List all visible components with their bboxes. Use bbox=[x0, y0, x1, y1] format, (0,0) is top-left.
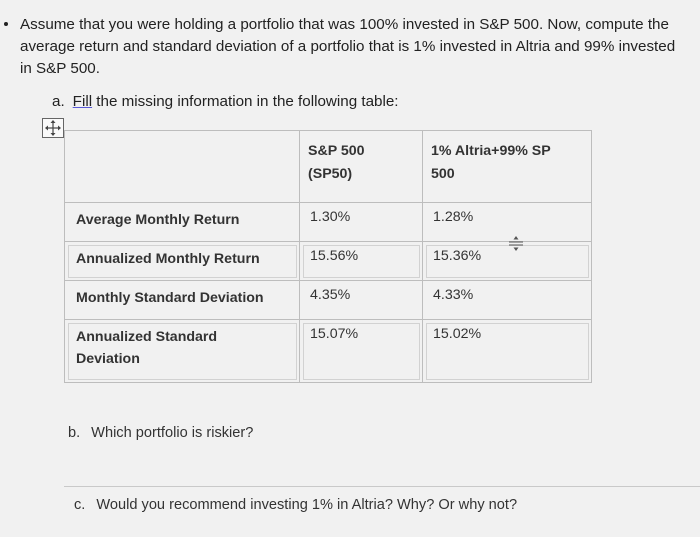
item-a-letter: a. bbox=[52, 93, 65, 110]
header-cell-sp500[interactable]: S&P 500 (SP50) bbox=[299, 130, 423, 203]
row-label[interactable]: Annualized Monthly Return bbox=[76, 251, 260, 267]
item-c: c. Would you recommend investing 1% in Al… bbox=[74, 497, 517, 513]
question-intro: Assume that you were holding a portfolio… bbox=[20, 16, 676, 77]
table-row: Monthly Standard Deviation 4.35% 4.33% bbox=[64, 280, 592, 320]
item-a-text: the missing information in the following… bbox=[92, 93, 399, 110]
item-a-underlined-word: Fill bbox=[72, 93, 93, 110]
table-row: Annualized Monthly Return 15.56% 15.36% bbox=[64, 241, 592, 281]
row-label[interactable]: Annualized Standard Deviation bbox=[65, 320, 299, 370]
divider bbox=[64, 486, 700, 487]
altria-mix-value[interactable]: 4.33% bbox=[433, 287, 474, 303]
item-c-letter: c. bbox=[74, 497, 86, 513]
header-cell-altria-mix[interactable]: 1% Altria+99% SP 500 bbox=[422, 130, 592, 203]
move-arrows-icon[interactable] bbox=[42, 118, 64, 138]
table-header-row: S&P 500 (SP50) 1% Altria+99% SP 500 bbox=[64, 130, 592, 203]
item-c-text: Would you recommend investing 1% in Altr… bbox=[96, 497, 518, 513]
item-b-letter: b. bbox=[68, 425, 81, 441]
item-a: a. Fill the missing information in the fo… bbox=[52, 93, 399, 110]
item-b-text: Which portfolio is riskier? bbox=[91, 425, 254, 441]
altria-mix-value[interactable]: 15.02% bbox=[433, 326, 482, 342]
sp500-value[interactable]: 15.07% bbox=[310, 326, 359, 342]
sp500-value[interactable]: 4.35% bbox=[310, 287, 351, 303]
row-label-line1: Annualized Standard bbox=[76, 329, 218, 345]
table-row: Annualized Standard Deviation 15.07% 15.… bbox=[64, 319, 592, 383]
resize-cursor-icon bbox=[508, 236, 524, 252]
row-label[interactable]: Monthly Standard Deviation bbox=[76, 290, 264, 306]
sp500-value[interactable]: 15.56% bbox=[310, 248, 359, 264]
item-b: b. Which portfolio is riskier? bbox=[68, 425, 253, 441]
portfolio-table: S&P 500 (SP50) 1% Altria+99% SP 500 Aver… bbox=[64, 130, 592, 383]
header-altria-line1: 1% Altria+99% SP bbox=[431, 143, 551, 159]
table-row: Average Monthly Return 1.30% 1.28% bbox=[64, 202, 592, 242]
header-sp500-line1: S&P 500 bbox=[308, 143, 365, 159]
header-altria-line2: 500 bbox=[431, 166, 455, 182]
row-label[interactable]: Average Monthly Return bbox=[76, 212, 240, 228]
header-sp500-line2: (SP50) bbox=[308, 166, 353, 182]
header-cell-empty[interactable] bbox=[64, 130, 300, 203]
list-bullet bbox=[4, 22, 8, 26]
row-label-line2: Deviation bbox=[76, 351, 140, 367]
altria-mix-value[interactable]: 15.36% bbox=[433, 248, 482, 264]
altria-mix-value[interactable]: 1.28% bbox=[433, 209, 474, 225]
sp500-value[interactable]: 1.30% bbox=[310, 209, 351, 225]
